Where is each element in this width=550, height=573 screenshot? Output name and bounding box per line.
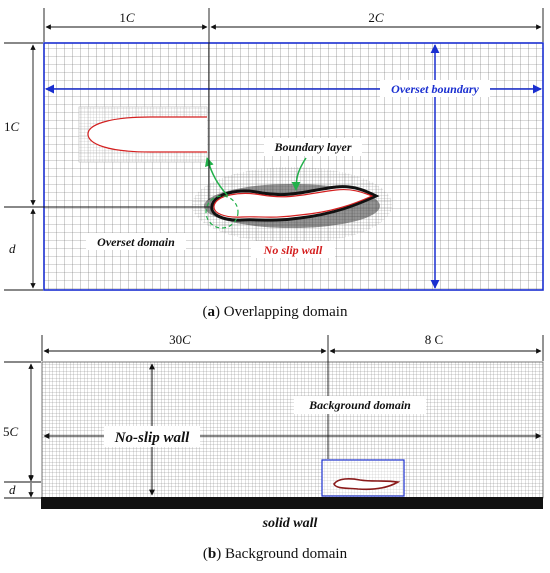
airfoil (210, 185, 380, 222)
no-slip-wall-label: No slip wall (263, 243, 323, 257)
dimension-lines-b (4, 335, 544, 499)
solid-wall-bar (41, 497, 543, 509)
overset-domain-label: Overset domain (97, 235, 175, 249)
boundary-layer-arrow (291, 157, 307, 191)
zoom-connector (204, 157, 229, 197)
airfoil-small (333, 478, 401, 491)
background-domain-label: Background domain (308, 398, 411, 412)
boundary-layer-label-bg (264, 138, 362, 156)
panel-a: 1C 2C 1C d Overset boundary Boundary lay… (4, 8, 544, 320)
background-domain-label-bg (294, 396, 426, 414)
solid-wall-label: solid wall (262, 516, 318, 531)
dim-1c-top: 1C (119, 10, 135, 25)
overset-domain-label-bg (86, 233, 186, 250)
no-slip-wall-label-b-bg (104, 426, 200, 447)
dim-1c-left: 1C (4, 119, 20, 134)
panel-b: 30C 8 C 5C d Background domain No-slip w… (3, 332, 544, 562)
overset-boundary-box (43, 42, 544, 291)
no-slip-wall-line (213, 188, 374, 218)
overset-boundary-label-bg (380, 80, 490, 97)
dim-d-left: d (9, 241, 16, 256)
dim-30c-top: 30C (169, 332, 191, 347)
dim-2c-top: 2C (368, 10, 384, 25)
overset-boundary-label: Overset boundary (391, 82, 479, 96)
zoom-inset (78, 106, 208, 163)
dim-5c-left: 5C (3, 424, 19, 439)
dim-d-left-b: d (9, 482, 16, 497)
caption-a: (a) Overlapping domain (203, 304, 348, 320)
boundary-layer-label: Boundary layer (273, 140, 351, 154)
no-slip-wall-label-bg (251, 241, 335, 258)
caption-b: (b) Background domain (203, 546, 348, 562)
dimension-lines-a (4, 8, 544, 291)
no-slip-wall-label-b: No-slip wall (114, 430, 190, 446)
zoom-circle (205, 195, 239, 229)
overset-region-mesh (322, 460, 404, 496)
dim-8c-top: 8 C (425, 332, 443, 347)
